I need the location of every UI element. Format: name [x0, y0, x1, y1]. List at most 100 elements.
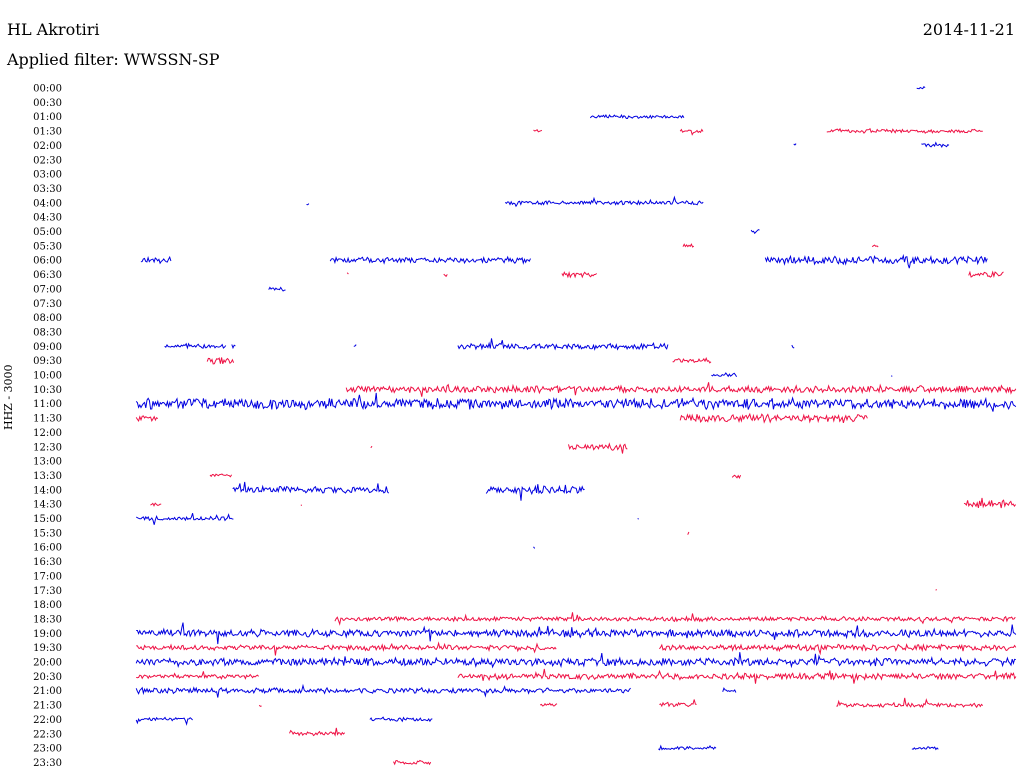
trace-segment	[764, 253, 988, 269]
time-tick-label: 08:30	[33, 327, 62, 338]
time-tick-label: 11:00	[33, 399, 62, 410]
trace-segment	[637, 518, 639, 520]
trace-segment	[658, 744, 717, 751]
trace-segment	[659, 699, 697, 708]
time-tick-label: 16:30	[33, 557, 62, 568]
trace-segment	[533, 546, 536, 549]
time-tick-label: 08:00	[33, 313, 62, 324]
time-tick-label: 20:00	[33, 658, 62, 669]
trace-segment	[289, 727, 346, 737]
trace-segment	[750, 229, 760, 235]
time-tick-label: 13:00	[33, 457, 62, 468]
trace-segment	[836, 697, 984, 709]
time-tick-label: 14:30	[33, 500, 62, 511]
time-tick-label: 16:00	[33, 543, 62, 554]
date-label: 2014-11-21	[922, 20, 1015, 39]
time-tick-label: 00:30	[33, 98, 62, 109]
time-tick-label: 20:30	[33, 672, 62, 683]
trace-segment	[890, 375, 893, 377]
trace-segment	[135, 513, 234, 525]
time-tick-label: 15:30	[33, 528, 62, 539]
trace-segment	[539, 702, 558, 707]
trace-segment	[968, 270, 1004, 278]
trace-segment	[135, 716, 193, 726]
time-tick-label: 18:30	[33, 614, 62, 625]
trace-segment	[679, 412, 868, 424]
trace-segment	[659, 643, 1017, 656]
trace-segment	[826, 127, 983, 134]
trace-segment	[135, 652, 1016, 669]
time-tick-label: 14:00	[33, 485, 62, 496]
trace-segment	[485, 484, 585, 501]
trace-segment	[533, 128, 543, 133]
trace-segment	[353, 344, 357, 347]
trace-segment	[231, 344, 236, 350]
trace-segment	[457, 668, 1017, 684]
trace-segment	[140, 255, 172, 265]
trace-segment	[682, 243, 695, 248]
time-tick-label: 07:00	[33, 284, 62, 295]
trace-segment	[504, 195, 704, 208]
trace-segment	[871, 244, 879, 248]
trace-segment	[164, 342, 227, 350]
time-tick-label: 17:00	[33, 571, 62, 582]
time-tick-label: 09:30	[33, 356, 62, 367]
time-tick-label: 22:00	[33, 715, 62, 726]
trace-segment	[209, 473, 233, 478]
time-tick-label: 06:00	[33, 256, 62, 267]
trace-segment	[916, 85, 926, 90]
trace-segment	[306, 203, 310, 206]
station-title: HL Akrotiri	[7, 20, 100, 39]
time-tick-label: 01:30	[33, 127, 62, 138]
time-tick-label: 03:00	[33, 170, 62, 181]
time-tick-label: 21:00	[33, 686, 62, 697]
trace-segment	[443, 273, 448, 278]
trace-segment	[136, 641, 557, 656]
trace-segment	[369, 716, 433, 723]
time-tick-label: 13:30	[33, 471, 62, 482]
time-tick-label: 02:30	[33, 155, 62, 166]
time-tick-label: 23:30	[33, 758, 62, 769]
trace-segment	[135, 392, 1017, 412]
time-tick-label: 05:00	[33, 227, 62, 238]
trace-segment	[135, 683, 631, 698]
trace-segment	[679, 128, 704, 136]
trace-segment	[791, 344, 795, 349]
time-tick-label: 19:00	[33, 629, 62, 640]
trace-segment	[329, 255, 531, 265]
time-tick-label: 06:30	[33, 270, 62, 281]
time-tick-label: 22:30	[33, 729, 62, 740]
time-tick-label: 17:30	[33, 586, 62, 597]
trace-segment	[345, 382, 1017, 397]
time-tick-label: 12:30	[33, 442, 62, 453]
trace-segment	[963, 497, 1016, 509]
trace-segment	[561, 271, 597, 279]
trace-segment	[268, 286, 286, 292]
time-tick-label: 04:00	[33, 198, 62, 209]
time-tick-label: 15:00	[33, 514, 62, 525]
trace-segment	[687, 531, 690, 535]
trace-segment	[206, 357, 235, 365]
trace-segment	[711, 372, 738, 378]
trace-segment	[136, 671, 259, 680]
time-tick-label: 00:00	[33, 84, 62, 95]
trace-segment	[457, 338, 669, 351]
trace-segment	[722, 687, 737, 693]
trace-segment	[136, 622, 1017, 645]
time-tick-label: 19:30	[33, 643, 62, 654]
filter-label: Applied filter: WWSSN-SP	[7, 50, 220, 69]
trace-segment	[258, 704, 262, 707]
time-tick-label: 10:00	[33, 371, 62, 382]
trace-segment	[568, 442, 628, 454]
time-tick-label: 18:00	[33, 600, 62, 611]
trace-segment	[921, 141, 950, 148]
time-tick-label: 04:30	[33, 213, 62, 224]
trace-segment	[935, 589, 938, 591]
time-tick-label: 05:30	[33, 241, 62, 252]
time-tick-label: 07:30	[33, 299, 62, 310]
trace-segment	[731, 474, 742, 480]
time-tick-label: 02:00	[33, 141, 62, 152]
time-tick-label: 11:30	[33, 414, 62, 425]
trace-segment	[346, 272, 349, 275]
